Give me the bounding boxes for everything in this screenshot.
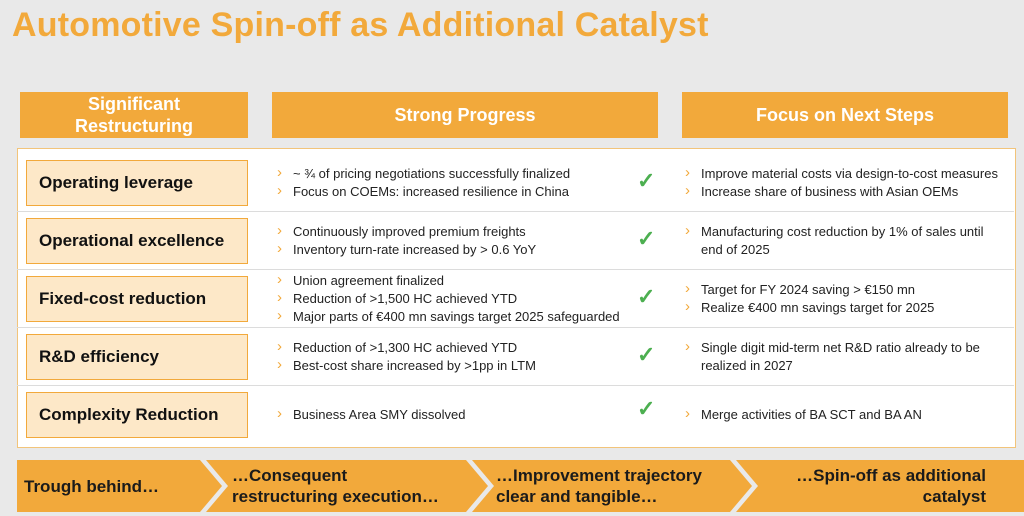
next-step-bullets: Improve material costs via design-to-cos… bbox=[683, 154, 1003, 212]
next-step-bullets: Target for FY 2024 saving > €150 mnReali… bbox=[683, 270, 1003, 328]
progress-item: Business Area SMY dissolved bbox=[275, 405, 645, 424]
journey-arrow-3-shape bbox=[472, 460, 752, 512]
row-label: Operating leverage bbox=[26, 160, 248, 206]
table-row: Fixed-cost reduction Union agreement fina… bbox=[17, 270, 1014, 328]
page-title: Automotive Spin-off as Additional Cataly… bbox=[12, 6, 709, 44]
check-icon: ✓ bbox=[637, 284, 656, 309]
table-row: R&D efficiency Reduction of >1,300 HC ach… bbox=[17, 328, 1014, 386]
next-step-item: Increase share of business with Asian OE… bbox=[683, 182, 1003, 201]
journey-arrows bbox=[17, 460, 1024, 512]
check-icon: ✓ bbox=[637, 168, 656, 193]
row-divider bbox=[17, 269, 1014, 270]
next-step-bullets: Manufacturing cost reduction by 1% of sa… bbox=[683, 212, 1003, 270]
row-divider bbox=[17, 385, 1014, 386]
journey-arrow-4-shape bbox=[736, 460, 1024, 512]
table-row: Operating leverage ~ ¾ of pricing negotia… bbox=[17, 154, 1014, 212]
next-step-item: Realize €400 mn savings target for 2025 bbox=[683, 298, 1003, 317]
journey-step-1: Trough behind… bbox=[24, 476, 160, 496]
journey-step-3: …Improvement trajectory clear and tangib… bbox=[496, 466, 702, 506]
progress-item: Major parts of €400 mn savings target 20… bbox=[275, 307, 645, 326]
row-divider bbox=[17, 327, 1014, 328]
next-step-item: Improve material costs via design-to-cos… bbox=[683, 164, 1003, 183]
progress-bullets: Business Area SMY dissolved bbox=[275, 386, 645, 444]
row-label: Complexity Reduction bbox=[26, 392, 248, 438]
table-row: Complexity Reduction Business Area SMY di… bbox=[17, 386, 1014, 444]
next-step-item: Target for FY 2024 saving > €150 mn bbox=[683, 280, 1003, 299]
next-step-bullets: Merge activities of BA SCT and BA AN bbox=[683, 386, 1003, 444]
journey-step-2: …Consequent restructuring execution… bbox=[232, 466, 439, 506]
row-divider bbox=[17, 211, 1014, 212]
progress-bullets: Reduction of >1,300 HC achieved YTDBest-… bbox=[275, 328, 645, 386]
progress-item: Reduction of >1,300 HC achieved YTD bbox=[275, 338, 645, 357]
progress-item: Focus on COEMs: increased resilience in … bbox=[275, 182, 645, 201]
table-row: Operational excellence Continuously impro… bbox=[17, 212, 1014, 270]
progress-item: Inventory turn-rate increased by > 0.6 Y… bbox=[275, 240, 645, 259]
row-label: Fixed-cost reduction bbox=[26, 276, 248, 322]
progress-bullets: ~ ¾ of pricing negotiations successfully… bbox=[275, 154, 645, 212]
check-icon: ✓ bbox=[637, 342, 656, 367]
header-significant-restructuring: Significant Restructuring bbox=[20, 92, 248, 138]
next-step-bullets: Single digit mid-term net R&D ratio alre… bbox=[683, 328, 1003, 386]
header-strong-progress: Strong Progress bbox=[272, 92, 658, 138]
check-icon: ✓ bbox=[637, 226, 656, 251]
header-focus-next-steps: Focus on Next Steps bbox=[682, 92, 1008, 138]
row-label: R&D efficiency bbox=[26, 334, 248, 380]
progress-bullets: Union agreement finalizedReduction of >1… bbox=[275, 270, 645, 328]
next-step-item: Single digit mid-term net R&D ratio alre… bbox=[683, 338, 1003, 375]
check-icon: ✓ bbox=[637, 396, 656, 421]
progress-item: Continuously improved premium freights bbox=[275, 222, 645, 241]
next-step-item: Manufacturing cost reduction by 1% of sa… bbox=[683, 222, 1003, 259]
journey-arrow-2-shape bbox=[206, 460, 488, 512]
row-label: Operational excellence bbox=[26, 218, 248, 264]
progress-item: ~ ¾ of pricing negotiations successfully… bbox=[275, 164, 645, 183]
progress-item: Best-cost share increased by >1pp in LTM bbox=[275, 356, 645, 375]
progress-item: Reduction of >1,500 HC achieved YTD bbox=[275, 289, 645, 308]
journey-step-4: …Spin-off as additional catalyst bbox=[796, 466, 986, 506]
next-step-item: Merge activities of BA SCT and BA AN bbox=[683, 405, 1003, 424]
progress-bullets: Continuously improved premium freightsIn… bbox=[275, 212, 645, 270]
progress-item: Union agreement finalized bbox=[275, 271, 645, 290]
journey-arrow-1-shape bbox=[17, 460, 222, 512]
